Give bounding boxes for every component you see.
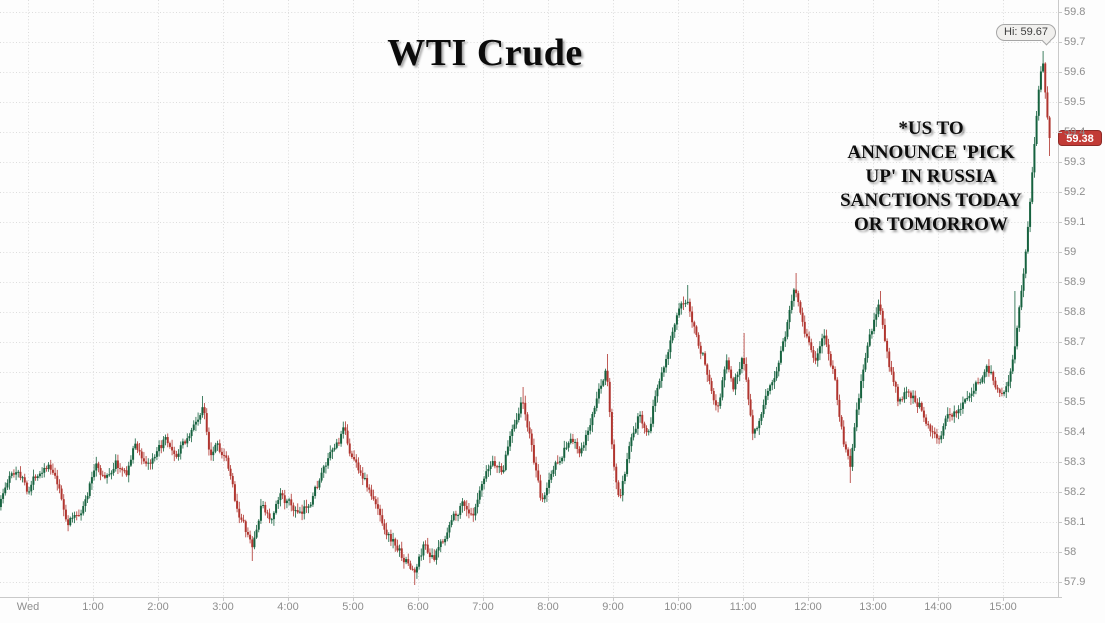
- y-axis-tick: [1058, 372, 1062, 373]
- session-high-label: Hi: 59.67: [996, 24, 1057, 41]
- candlestick-chart[interactable]: [0, 0, 1058, 597]
- last-price-badge: 59.38: [1058, 130, 1102, 146]
- x-axis-label: 2:00: [147, 601, 169, 613]
- y-axis-label: 59.1: [1064, 216, 1086, 228]
- x-axis-label: 5:00: [342, 601, 364, 613]
- y-axis-tick: [1058, 282, 1062, 283]
- y-axis-tick: [1058, 42, 1062, 43]
- y-axis-label: 59.6: [1064, 66, 1086, 78]
- x-axis-tick: [678, 597, 679, 601]
- time-axis-line: [0, 597, 1062, 598]
- x-axis-tick: [93, 597, 94, 601]
- x-axis-tick: [873, 597, 874, 601]
- y-axis-tick: [1058, 582, 1062, 583]
- y-axis-tick: [1058, 402, 1062, 403]
- y-axis-tick: [1058, 102, 1062, 103]
- x-axis-tick: [28, 597, 29, 601]
- x-axis-label: 6:00: [407, 601, 429, 613]
- y-axis-tick: [1058, 222, 1062, 223]
- y-axis-label: 59.4: [1064, 126, 1086, 138]
- x-axis-tick: [743, 597, 744, 601]
- chart-title: WTI Crude: [387, 32, 583, 74]
- y-axis-tick: [1058, 72, 1062, 73]
- y-axis-label: 59.7: [1064, 36, 1086, 48]
- x-axis-label: 12:00: [794, 601, 822, 613]
- y-axis-label: 58: [1064, 546, 1077, 558]
- y-axis-label: 59.3: [1064, 156, 1086, 168]
- x-axis-label: 15:00: [989, 601, 1017, 613]
- x-axis-label: 3:00: [212, 601, 234, 613]
- x-axis-label: 9:00: [602, 601, 624, 613]
- y-axis-label: 58.5: [1064, 396, 1086, 408]
- y-axis-label: 58.4: [1064, 426, 1086, 438]
- x-axis-tick: [938, 597, 939, 601]
- y-axis-tick: [1058, 522, 1062, 523]
- x-axis-tick: [288, 597, 289, 601]
- y-axis-label: 59: [1064, 246, 1077, 258]
- x-axis-tick: [158, 597, 159, 601]
- x-axis-label: 8:00: [537, 601, 559, 613]
- x-axis-tick: [483, 597, 484, 601]
- news-annotation: *US TO ANNOUNCE 'PICK UP' IN RUSSIA SANC…: [840, 118, 1022, 235]
- y-axis-label: 58.9: [1064, 276, 1086, 288]
- y-axis-label: 58.1: [1064, 516, 1086, 528]
- y-axis-tick: [1058, 552, 1062, 553]
- y-axis-label: 58.6: [1064, 366, 1086, 378]
- y-axis-label: 57.9: [1064, 576, 1086, 588]
- y-axis-label: 59.5: [1064, 96, 1086, 108]
- y-axis-tick: [1058, 162, 1062, 163]
- price-axis-line: [1058, 0, 1059, 598]
- y-axis-tick: [1058, 492, 1062, 493]
- x-axis-label: 11:00: [729, 601, 757, 613]
- y-axis-tick: [1058, 312, 1062, 313]
- x-axis-label: 14:00: [924, 601, 952, 613]
- x-axis-tick: [223, 597, 224, 601]
- x-axis-label: Wed: [16, 601, 40, 613]
- x-axis-label: 4:00: [277, 601, 299, 613]
- x-axis-label: 13:00: [859, 601, 887, 613]
- x-axis-tick: [1003, 597, 1004, 601]
- x-axis-tick: [548, 597, 549, 601]
- x-axis-label: 10:00: [664, 601, 692, 613]
- y-axis-label: 58.3: [1064, 456, 1086, 468]
- y-axis-label: 58.2: [1064, 486, 1086, 498]
- x-axis-tick: [353, 597, 354, 601]
- y-axis-label: 58.7: [1064, 336, 1086, 348]
- y-axis-tick: [1058, 462, 1062, 463]
- y-axis-label: 58.8: [1064, 306, 1086, 318]
- y-axis-label: 59.2: [1064, 186, 1086, 198]
- y-axis-tick: [1058, 12, 1062, 13]
- y-axis-tick: [1058, 342, 1062, 343]
- x-axis-label: 7:00: [472, 601, 494, 613]
- y-axis-tick: [1058, 252, 1062, 253]
- x-axis-tick: [418, 597, 419, 601]
- x-axis-label: 1:00: [82, 601, 104, 613]
- x-axis-tick: [613, 597, 614, 601]
- y-axis-tick: [1058, 432, 1062, 433]
- y-axis-tick: [1058, 192, 1062, 193]
- x-axis-tick: [808, 597, 809, 601]
- y-axis-label: 59.8: [1064, 6, 1086, 18]
- y-axis-tick: [1058, 132, 1062, 133]
